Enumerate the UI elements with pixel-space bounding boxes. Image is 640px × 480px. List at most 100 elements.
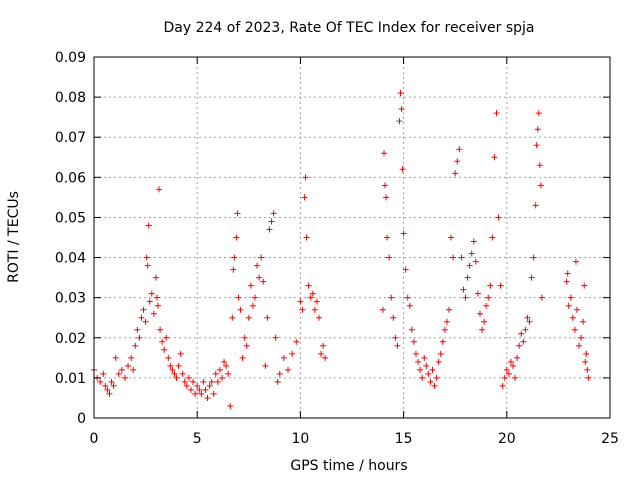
data-point — [293, 338, 300, 345]
data-point — [485, 294, 492, 301]
data-point — [262, 362, 269, 369]
data-point — [223, 362, 230, 369]
data-point — [270, 210, 277, 217]
data-point — [276, 370, 283, 377]
data-point — [379, 306, 386, 313]
data-point — [470, 238, 477, 245]
data-point — [202, 386, 209, 393]
data-point — [464, 274, 471, 281]
data-point — [245, 314, 252, 321]
data-point — [143, 254, 150, 261]
data-point — [235, 294, 242, 301]
data-point — [303, 234, 310, 241]
y-tick-label: 0.06 — [55, 170, 86, 186]
data-point — [106, 390, 113, 397]
data-point — [503, 366, 510, 373]
data-point — [231, 254, 238, 261]
data-point — [185, 374, 192, 381]
data-point — [227, 402, 234, 409]
data-point — [522, 326, 529, 333]
x-tick-label: 0 — [90, 431, 99, 447]
data-point — [272, 334, 279, 341]
data-point — [495, 214, 502, 221]
data-point — [181, 378, 188, 385]
data-point — [188, 386, 195, 393]
data-point — [144, 262, 151, 269]
y-tick-label: 0.01 — [55, 371, 86, 387]
data-point — [380, 150, 387, 157]
data-point — [419, 374, 426, 381]
data-point — [225, 370, 232, 377]
data-point — [537, 182, 544, 189]
data-point — [507, 358, 514, 365]
data-point — [268, 218, 275, 225]
data-point — [479, 326, 486, 333]
data-point — [567, 294, 574, 301]
x-tick-labels: 0 5 10 15 20 25 — [90, 431, 619, 447]
data-point — [433, 374, 440, 381]
data-point — [564, 270, 571, 277]
data-point — [130, 366, 137, 373]
data-point — [528, 274, 535, 281]
data-point — [427, 378, 434, 385]
data-point — [171, 370, 178, 377]
data-point — [179, 370, 186, 377]
data-point — [110, 382, 117, 389]
data-point — [322, 354, 329, 361]
data-point — [460, 286, 467, 293]
y-tick-label: 0.08 — [55, 90, 86, 106]
data-point — [307, 294, 314, 301]
data-point — [100, 370, 107, 377]
data-point — [520, 338, 527, 345]
data-point — [161, 346, 168, 353]
data-point — [536, 162, 543, 169]
data-point — [216, 366, 223, 373]
data-point — [458, 254, 465, 261]
x-tick-label: 5 — [193, 431, 202, 447]
data-point — [501, 374, 508, 381]
data-point — [452, 170, 459, 177]
data-point — [118, 366, 125, 373]
data-point — [200, 378, 207, 385]
data-point — [256, 274, 263, 281]
data-point — [423, 362, 430, 369]
plot-frame — [93, 56, 611, 419]
data-point — [167, 362, 174, 369]
data-point — [154, 302, 161, 309]
data-point — [410, 338, 417, 345]
data-point — [264, 314, 271, 321]
data-point — [583, 350, 590, 357]
data-point — [251, 294, 258, 301]
data-point — [234, 210, 241, 217]
data-point — [431, 382, 438, 389]
y-tick-label: 0.04 — [55, 251, 86, 267]
data-point — [491, 154, 498, 161]
data-point — [394, 342, 401, 349]
data-point — [302, 174, 309, 181]
data-point — [229, 314, 236, 321]
data-point — [192, 390, 199, 397]
data-point — [505, 370, 512, 377]
data-point — [581, 282, 588, 289]
data-point — [305, 282, 312, 289]
data-point — [462, 294, 469, 301]
data-point — [198, 390, 205, 397]
data-point — [582, 358, 589, 365]
data-point — [145, 222, 152, 229]
data-point — [289, 350, 296, 357]
data-point — [315, 314, 322, 321]
data-point — [125, 362, 132, 369]
data-point — [415, 358, 422, 365]
data-point — [243, 342, 250, 349]
data-point — [388, 294, 395, 301]
data-point — [112, 354, 119, 361]
data-point — [443, 318, 450, 325]
data-point — [448, 234, 455, 241]
data-point — [108, 378, 115, 385]
data-point — [569, 314, 576, 321]
data-point — [128, 354, 135, 361]
data-point — [476, 310, 483, 317]
data-point — [121, 374, 128, 381]
data-point — [425, 370, 432, 377]
y-tick-label: 0.09 — [55, 50, 86, 66]
